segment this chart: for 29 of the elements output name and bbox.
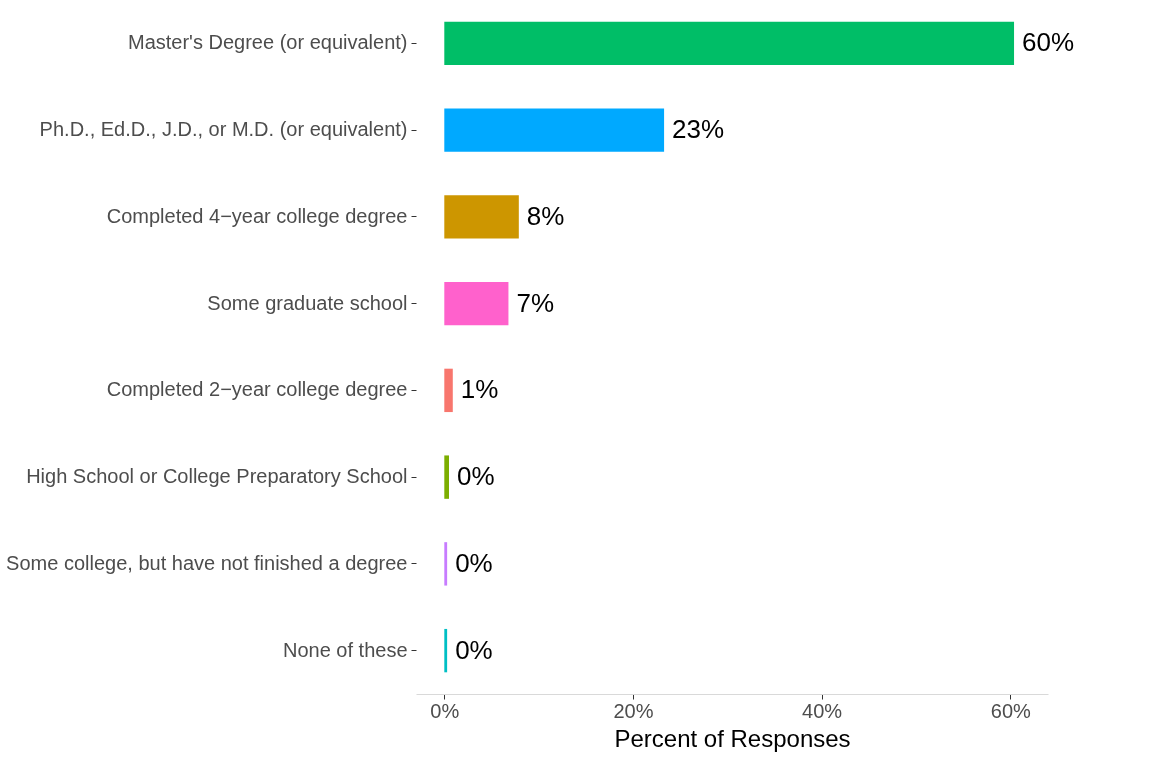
- y-tick-label: Some graduate school: [207, 291, 408, 314]
- y-tick-label: Ph.D., Ed.D., J.D., or M.D. (or equivalent): [39, 118, 408, 141]
- data-label: 0%: [457, 461, 495, 492]
- data-label: 23%: [672, 114, 725, 145]
- bar: [444, 195, 519, 239]
- x-tick-label: 60%: [990, 699, 1031, 722]
- bar: [444, 368, 453, 413]
- x-axis-title: Percent of Responses: [614, 724, 851, 752]
- bar: [444, 628, 448, 673]
- bar: [444, 21, 1015, 66]
- data-label: 0%: [455, 634, 493, 665]
- y-tick-label: Completed 2−year college degree: [106, 378, 408, 401]
- x-tick-label: 0%: [430, 699, 460, 722]
- data-label: 0%: [455, 547, 493, 578]
- y-tick-label: Master's Degree (or equivalent): [128, 31, 408, 54]
- data-label: 8%: [526, 200, 565, 231]
- data-label: 7%: [516, 287, 555, 318]
- x-tick-label: 40%: [802, 699, 843, 722]
- data-label: 60%: [1022, 27, 1075, 58]
- bar: [444, 281, 509, 326]
- bar: [444, 108, 665, 152]
- y-tick-label: Some college, but have not finished a degree: [6, 551, 408, 574]
- bar: [444, 542, 448, 586]
- x-tick-label: 20%: [613, 699, 654, 722]
- y-tick-label: None of these: [282, 638, 408, 661]
- y-tick-label: Completed 4−year college degree: [106, 204, 408, 227]
- bar: [444, 455, 450, 499]
- y-tick-label: High School or College Preparatory School: [26, 465, 408, 488]
- data-label: 1%: [460, 374, 499, 405]
